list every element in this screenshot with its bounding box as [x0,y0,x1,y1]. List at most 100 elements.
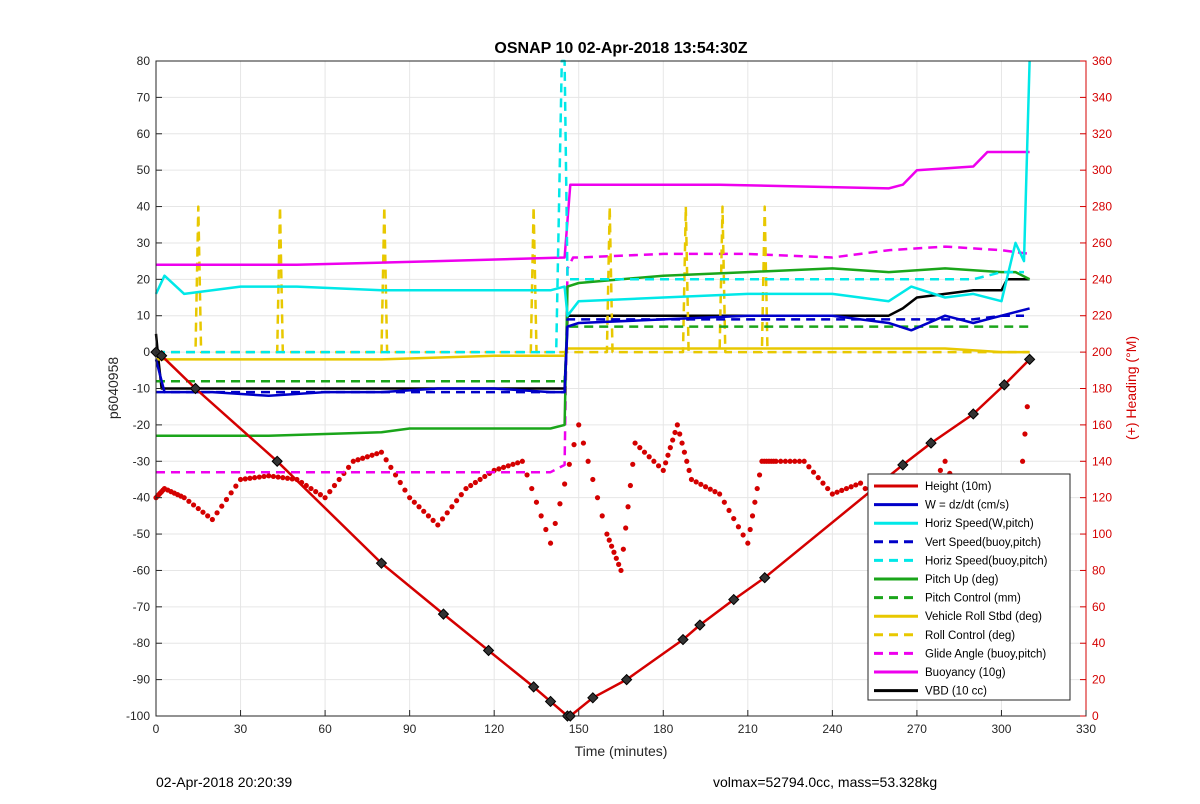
x-tick-label: 270 [907,722,927,736]
heading-point [747,526,753,533]
y2-tick-label: 0 [1092,709,1099,723]
heading-point [585,458,591,464]
heading-point [313,489,319,495]
heading-point [425,513,432,519]
x-tick-label: 60 [318,722,332,736]
heading-point [308,485,314,492]
heading-point [843,485,850,492]
heading-point [848,484,854,490]
series-glide-angle-buoy-pitch [156,245,1030,474]
height-marker [271,455,283,467]
legend-label: Horiz Speed(W,pitch) [925,518,1034,530]
x-axis-label: Time (minutes) [575,743,668,759]
heading-point [801,458,807,464]
y2-tick-label: 160 [1092,418,1112,432]
heading-point [261,473,267,480]
y2-tick-label: 260 [1092,236,1112,250]
legend-label: VBD (10 cc) [925,686,987,698]
series-horiz-speed-w-pitch [154,60,1031,317]
y-tick-label: 80 [137,54,151,68]
legend-label: Vert Speed(buoy,pitch) [925,537,1041,549]
heading-point [364,454,370,460]
y-tick-label: -30 [133,454,151,468]
heading-point [773,458,779,464]
legend-label: Pitch Control (mm) [925,593,1021,605]
height-marker [897,459,909,471]
heading-point [533,499,540,505]
legend-label: Roll Control (deg) [925,630,1015,642]
y2-tick-label: 80 [1092,563,1106,577]
heading-point [392,472,399,478]
heading-point [707,486,713,492]
heading-point [336,476,342,483]
legend-label: Horiz Speed(buoy,pitch) [925,555,1048,567]
heading-point [524,472,530,478]
y-tick-label: 0 [143,345,150,359]
heading-point [186,498,192,504]
y-tick-label: -100 [126,709,150,723]
heading-point [397,479,403,486]
heading-point [667,445,673,451]
heading-point [237,476,244,483]
heading-point [787,458,793,464]
heading-point [510,461,516,467]
y-tick-label: 10 [137,309,151,323]
y2-tick-label: 20 [1092,673,1106,687]
heading-point [655,463,662,469]
heading-point [458,492,464,498]
heading-point [820,480,826,486]
heading-point [623,525,629,531]
height-marker [437,608,450,620]
heading-point [815,475,821,481]
heading-point [670,437,676,443]
heading-point [641,449,648,455]
heading-point [454,498,460,504]
heading-point [421,508,427,514]
series-horiz-speed-buoy-pitch [156,59,1024,354]
heading-point [233,483,239,489]
heading-point [604,531,610,537]
heading-point [625,504,631,510]
legend-box [867,473,1071,701]
heading-point [632,440,638,446]
heading-point [543,526,549,533]
height-marker [587,692,599,704]
heading-point [749,513,756,519]
heading-point [378,449,385,455]
x-axis: 0 30 60 90 120 150 180 210 240 270 300 330 [153,710,1096,736]
heading-point [1019,458,1026,464]
y-tick-label: -40 [133,491,151,505]
heading-point [280,475,286,481]
heading-point [209,516,215,523]
heading-point [735,524,742,530]
height-marker [925,437,937,449]
heading-point [416,504,422,510]
y-tick-label: -50 [133,527,151,541]
heading-point [284,475,291,481]
y2-tick-label: 360 [1092,54,1112,68]
heading-point [463,485,469,492]
heading-point [444,510,450,516]
heading-point [266,473,272,479]
heading-point [672,429,678,436]
series-vbd-10-cc [154,278,1030,390]
heading-point [660,467,666,473]
y-tick-label: -20 [133,418,151,432]
heading-point [839,487,845,493]
heading-point [350,458,356,464]
heading-point [796,458,803,464]
heading-point [538,513,544,519]
y-tick-label: -80 [133,636,151,650]
legend-label: Height (10m) [925,481,992,493]
height-marker [544,695,557,708]
height-marker [375,557,388,569]
height-marker [998,379,1010,391]
heading-point [756,472,763,478]
heading-point [599,513,605,519]
heading-point [829,491,835,497]
heading-point [862,485,868,492]
footer-timestamp: 02-Apr-2018 20:20:39 [156,774,293,790]
heading-point [374,451,380,457]
heading-point [327,489,333,495]
heading-point [228,490,234,496]
